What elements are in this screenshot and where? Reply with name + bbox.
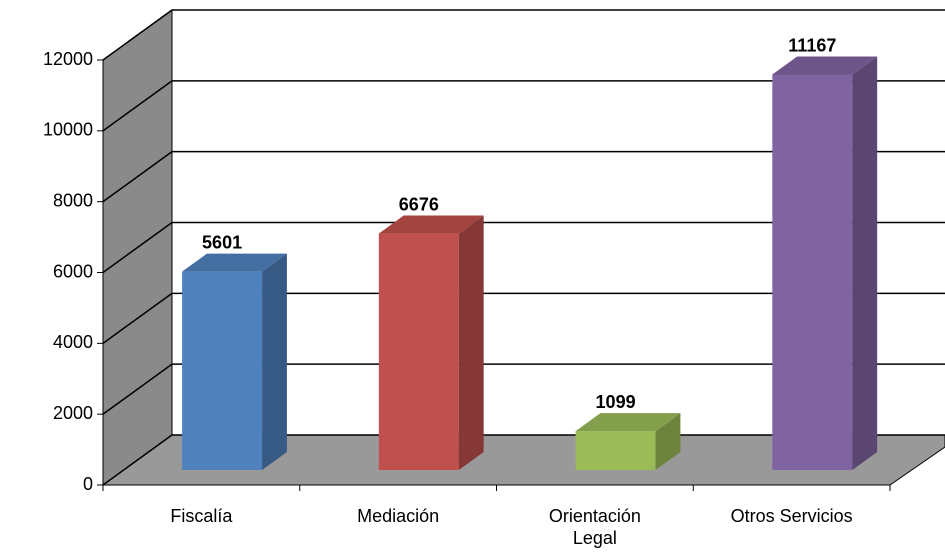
bar-top xyxy=(575,413,681,432)
bar-front xyxy=(575,431,656,470)
grid-line xyxy=(102,9,173,61)
x-tick-label: Fiscalía xyxy=(170,506,233,526)
y-tick-label: 4000 xyxy=(53,332,93,352)
bar-side xyxy=(262,253,287,470)
bar-side xyxy=(458,215,484,470)
grid-line xyxy=(102,221,173,274)
x-tick-label: Otros Servicios xyxy=(730,506,853,526)
grid-line xyxy=(102,151,173,203)
grid-line xyxy=(102,292,173,344)
bar-front xyxy=(772,74,853,471)
data-label: 5601 xyxy=(202,232,242,252)
bar-top xyxy=(378,215,484,234)
bar-front xyxy=(182,271,263,470)
y-tick-label: 6000 xyxy=(53,261,93,281)
bar-side xyxy=(655,413,681,470)
bar-side xyxy=(852,56,878,471)
data-label: 11167 xyxy=(788,35,836,55)
bar-top xyxy=(772,56,878,75)
y-tick-label: 2000 xyxy=(53,403,93,423)
x-tick-label: Orientación Legal xyxy=(548,506,641,548)
grid-line xyxy=(102,434,173,486)
x-tick-label: Mediación xyxy=(357,506,440,526)
y-tick-label: 8000 xyxy=(53,190,93,210)
bar-top xyxy=(182,253,287,272)
y-tick-label: 10000 xyxy=(43,120,93,140)
y-tick-label: 0 xyxy=(83,474,93,494)
grid-line xyxy=(102,363,173,415)
data-label: 6676 xyxy=(399,194,439,214)
bar-front xyxy=(378,233,459,470)
y-tick-label: 12000 xyxy=(43,49,93,69)
grid-line xyxy=(102,80,173,132)
data-label: 1099 xyxy=(596,392,636,412)
